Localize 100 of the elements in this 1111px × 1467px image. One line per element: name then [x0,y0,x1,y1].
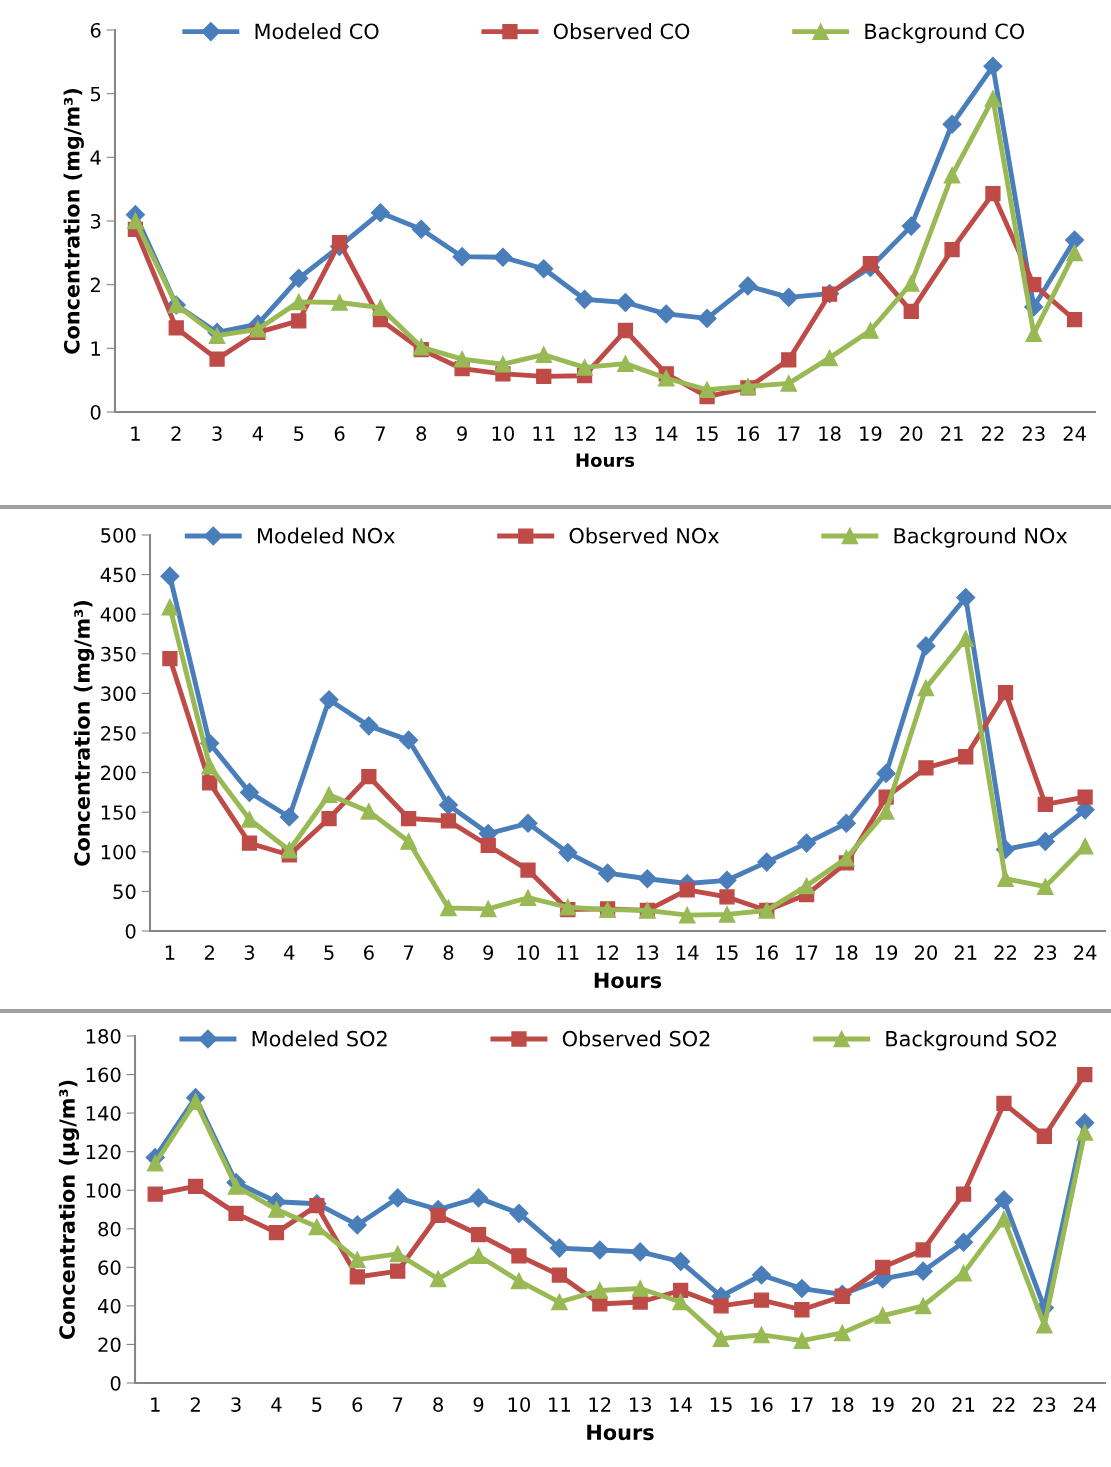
legend-label: Background CO [865,23,1025,44]
y-tick-label: 0 [125,923,136,939]
y-tick-label: 150 [101,805,136,820]
x-tick-label: 7 [404,945,414,960]
point [656,304,676,324]
point [671,1252,691,1272]
x-tick-label: 5 [312,1397,322,1412]
y-tick-label: 40 [98,1298,121,1314]
y-tick-label: 450 [100,567,136,583]
point [678,906,696,924]
point [359,716,379,736]
x-tick-label: 11 [557,945,579,960]
point [227,1178,245,1195]
point [793,1332,811,1349]
x-tick-label: 13 [629,1397,652,1412]
point [268,1224,285,1241]
x-tick-label: 17 [791,1397,813,1412]
x-tick-label: 7 [393,1397,403,1412]
point [913,1261,933,1281]
point [697,308,717,328]
x-tick-label: 20 [912,1397,935,1412]
point [1077,1066,1093,1083]
legend-label: Observed SO2 [562,1030,710,1047]
point [713,1298,729,1314]
point [718,906,736,923]
x-tick-label: 1 [151,1397,160,1412]
y-tick-label: 120 [86,1144,121,1160]
point [631,1280,649,1297]
y-tick-label: 200 [101,765,136,781]
x-tick-label: 1 [165,945,175,960]
point [915,1242,931,1258]
point [400,833,417,850]
point [798,877,815,895]
point [1036,878,1054,895]
point [249,320,267,338]
legend-label: Modeled SO2 [252,1030,387,1047]
point [228,1205,244,1221]
x-tick-label: 2 [171,426,181,441]
point [280,841,298,859]
point [161,598,179,616]
point [518,813,538,833]
point [320,786,338,804]
point [430,1207,446,1223]
x-tick-label: 19 [875,945,898,960]
point [520,862,536,878]
y-tick-label: 140 [86,1106,121,1121]
x-tick-label: 8 [433,1397,443,1412]
x-tick-label: 10 [492,426,514,441]
x-tick-label: 7 [375,426,385,441]
point [994,1190,1014,1210]
point [753,1326,770,1344]
x-tick-label: 12 [597,945,619,960]
x-tick-label: 17 [778,426,800,441]
point [347,1215,367,1235]
x-tick-label: 3 [244,945,255,960]
point [753,1292,770,1308]
point [361,768,377,785]
point [997,870,1014,888]
point [319,690,339,710]
point [862,256,879,272]
point [630,1242,650,1262]
x-tick-label: 2 [204,945,214,960]
point [187,1093,204,1110]
point [534,259,554,279]
point [127,212,144,230]
point [511,1248,527,1264]
x-tick-label: 9 [457,426,467,441]
point [836,813,856,833]
point [985,185,1001,202]
point [874,1307,892,1324]
x-tick-label: 3 [212,426,222,441]
point [279,807,299,827]
x-tick-label: 15 [710,1397,732,1412]
y-tick-label: 100 [101,844,136,860]
point [957,630,975,648]
x-tick-label: 22 [993,1397,1015,1412]
y-tick-label: 80 [98,1221,121,1237]
x-tick-label: 18 [836,945,858,960]
x-tick-label: 20 [914,945,938,960]
point [717,870,737,890]
point [983,56,1003,76]
point [388,1188,408,1208]
legend-label: Background NOx [894,527,1068,548]
point [781,352,797,368]
y-tick-label: 250 [101,725,136,741]
point [672,1282,689,1299]
point [995,1210,1013,1228]
point [672,1293,689,1311]
point [833,1324,851,1342]
point [679,882,695,898]
point [519,889,537,907]
point [902,275,920,292]
point [1076,837,1094,855]
point [954,1232,974,1252]
point [575,289,595,309]
legend-label: Background SO2 [886,1030,1057,1051]
y-tick-label: 500 [101,527,136,543]
x-tick-label: 23 [1034,945,1057,960]
point [308,1218,326,1236]
point [401,810,417,827]
